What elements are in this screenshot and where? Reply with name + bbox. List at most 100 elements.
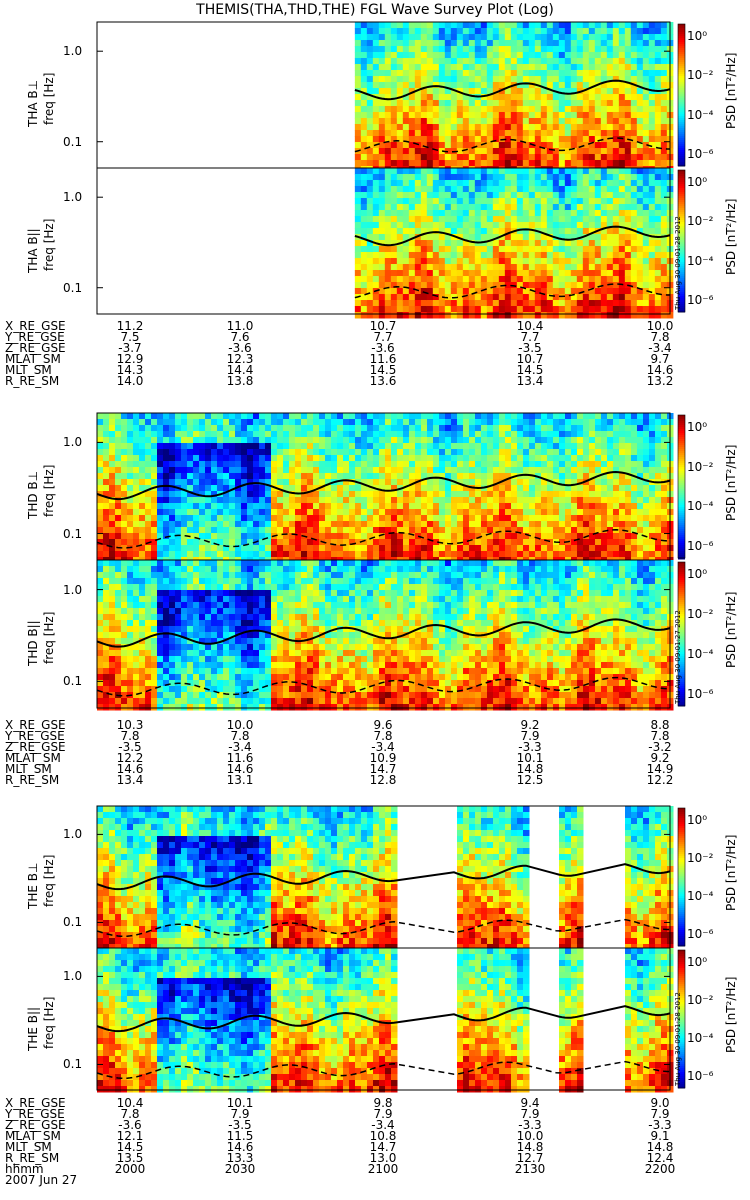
ephemeris-value: 13.4	[116, 773, 144, 787]
ephemeris-value: 14.6	[116, 762, 144, 776]
colorbar-tick-label: 10⁻²	[687, 851, 714, 865]
ephemeris-row-name: R_RE_SM	[5, 374, 60, 388]
colorbar-tick-label: 10⁻⁴	[687, 107, 714, 122]
plot-title: THEMIS(THA,THD,THE) FGL Wave Survey Plot…	[196, 2, 554, 18]
colorbar-tick-label: 10⁻²	[687, 214, 714, 229]
ephemeris-value: 10.0	[516, 1129, 544, 1143]
ephemeris-row-name: R_RE_SM	[5, 1151, 60, 1165]
ephemeris-value: 13.8	[226, 374, 254, 388]
ephemeris-value: 2030	[224, 1162, 256, 1176]
colorbar-tick-label: 10⁻²	[687, 993, 714, 1007]
ephemeris-value: -3.6	[228, 341, 252, 355]
ephemeris-value: 9.8	[373, 1096, 393, 1110]
ephemeris-value: 10.1	[226, 1096, 254, 1110]
ephemeris-value: 10.0	[226, 718, 254, 732]
ephemeris-value: 7.9	[230, 1107, 250, 1121]
colorbar-tick-label: 10⁻²	[687, 607, 714, 621]
ephemeris-value: 11.5	[226, 1129, 254, 1143]
ephemeris-value: 2100	[367, 1162, 399, 1176]
spectrogram-the-bpar	[96, 947, 674, 1093]
ephemeris-row-name: Y_RE_GSE	[5, 729, 65, 743]
colorbar-tick-label: 10⁰	[687, 813, 708, 827]
ephemeris-value: 9.1	[650, 1129, 670, 1143]
colorbar-label: PSD [nT²/Hz]	[724, 52, 738, 129]
ephemeris-value: 2200	[644, 1162, 676, 1176]
spectrogram-tha-bperp	[96, 21, 674, 173]
ephemeris-value: 7.8	[120, 1107, 140, 1121]
freq-tick-label: 1.0	[63, 969, 83, 984]
ephemeris-value: 7.6	[230, 330, 250, 344]
colorbar	[677, 561, 686, 707]
ephemeris-value: -3.4	[371, 1118, 395, 1132]
ephemeris-value: -3.3	[518, 1118, 542, 1132]
ephemeris-row-name: X_RE_GSE	[5, 1096, 66, 1110]
ephemeris-row-name: X_RE_GSE	[5, 319, 66, 333]
colorbar-label: PSD [nT²/Hz]	[724, 591, 738, 668]
ephemeris-value: -3.3	[518, 740, 542, 754]
ephemeris-value: -3.5	[228, 1118, 252, 1132]
colorbar-label: PSD [nT²/Hz]	[724, 444, 738, 521]
ephemeris-value: 9.2	[650, 751, 670, 765]
ephemeris-value: 13.2	[646, 374, 674, 388]
freq-axis-label: freq [Hz]	[42, 464, 56, 517]
ephemeris-value: -3.6	[118, 1118, 142, 1132]
colorbar-tick-label: 10⁻⁶	[687, 147, 714, 161]
colorbar-tick-label: 10⁻⁶	[687, 293, 714, 307]
ephemeris-value: 9.4	[520, 1096, 540, 1110]
freq-axis-label: freq [Hz]	[42, 72, 56, 125]
colorbar-tick-label: 10⁻⁴	[687, 1031, 714, 1045]
colorbar	[677, 949, 686, 1089]
ephemeris-value: 14.9	[646, 762, 674, 776]
ephemeris-value: 10.0	[646, 319, 674, 333]
ephemeris-value: 14.6	[226, 762, 254, 776]
ephemeris-value: 13.3	[226, 1151, 254, 1165]
ephemeris-value: 7.9	[650, 1107, 670, 1121]
ephemeris-value: 11.0	[226, 319, 254, 333]
freq-axis-label: freq [Hz]	[42, 611, 56, 664]
colorbar-tick-label: 10⁻²	[687, 459, 714, 474]
ephemeris-value: -3.5	[118, 740, 142, 754]
ephemeris-value: -3.6	[371, 341, 395, 355]
freq-axis-label: freq [Hz]	[42, 854, 56, 907]
ephemeris-value: 14.5	[516, 363, 544, 377]
ephemeris-value: 7.8	[650, 729, 670, 743]
ephemeris-value: 7.9	[373, 1107, 393, 1121]
colorbar-tick-label: 10⁻⁴	[687, 253, 714, 268]
ephemeris-value: -3.7	[118, 341, 142, 355]
ephemeris-value: 13.1	[226, 773, 254, 787]
ephemeris-value: 2000	[114, 1162, 146, 1176]
ephemeris-value: 7.9	[520, 1107, 540, 1121]
ephemeris-row-name: MLAT_SM	[5, 751, 61, 765]
panel-label: THD B||	[26, 620, 40, 666]
ephemeris-value: 12.9	[116, 352, 144, 366]
spectrogram-the-bperp	[96, 805, 674, 951]
freq-axis-label: freq [Hz]	[42, 218, 56, 271]
ephemeris-value: 7.9	[520, 729, 540, 743]
freq-tick-label: 0.1	[63, 915, 83, 930]
freq-tick-label: 1.0	[63, 190, 83, 205]
ephemeris-value: 7.8	[650, 330, 670, 344]
panel-label: THA B⊥	[26, 79, 40, 127]
spectrogram-thd-bperp	[96, 412, 674, 564]
freq-tick-label: 0.1	[63, 134, 83, 149]
ephemeris-value: 12.1	[116, 1129, 144, 1143]
freq-tick-label: 1.0	[63, 582, 83, 597]
ephemeris-value: 9.7	[650, 352, 670, 366]
ephemeris-value: 7.5	[120, 330, 140, 344]
colorbar-tick-label: 10⁻⁶	[687, 1069, 714, 1083]
colorbar-tick-label: 10⁻⁴	[687, 647, 714, 661]
ephemeris-value: 9.0	[650, 1096, 670, 1110]
timestamp-stamp: Thu Aug 30 09:01:28 2012	[674, 992, 682, 1086]
colorbar	[677, 414, 686, 560]
freq-axis-label: freq [Hz]	[42, 996, 56, 1049]
freq-tick-label: 1.0	[63, 435, 83, 450]
ephemeris-value: 2130	[514, 1162, 546, 1176]
colorbar-tick-label: 10⁰	[687, 175, 708, 189]
ephemeris-value: 9.6	[373, 718, 393, 732]
ephemeris-value: 10.3	[116, 718, 144, 732]
ephemeris-row-name: MLT_SM	[5, 1140, 52, 1154]
ephemeris-value: 10.7	[369, 319, 397, 333]
ephemeris-value: 14.8	[516, 762, 544, 776]
ephemeris-value: 14.7	[369, 762, 397, 776]
